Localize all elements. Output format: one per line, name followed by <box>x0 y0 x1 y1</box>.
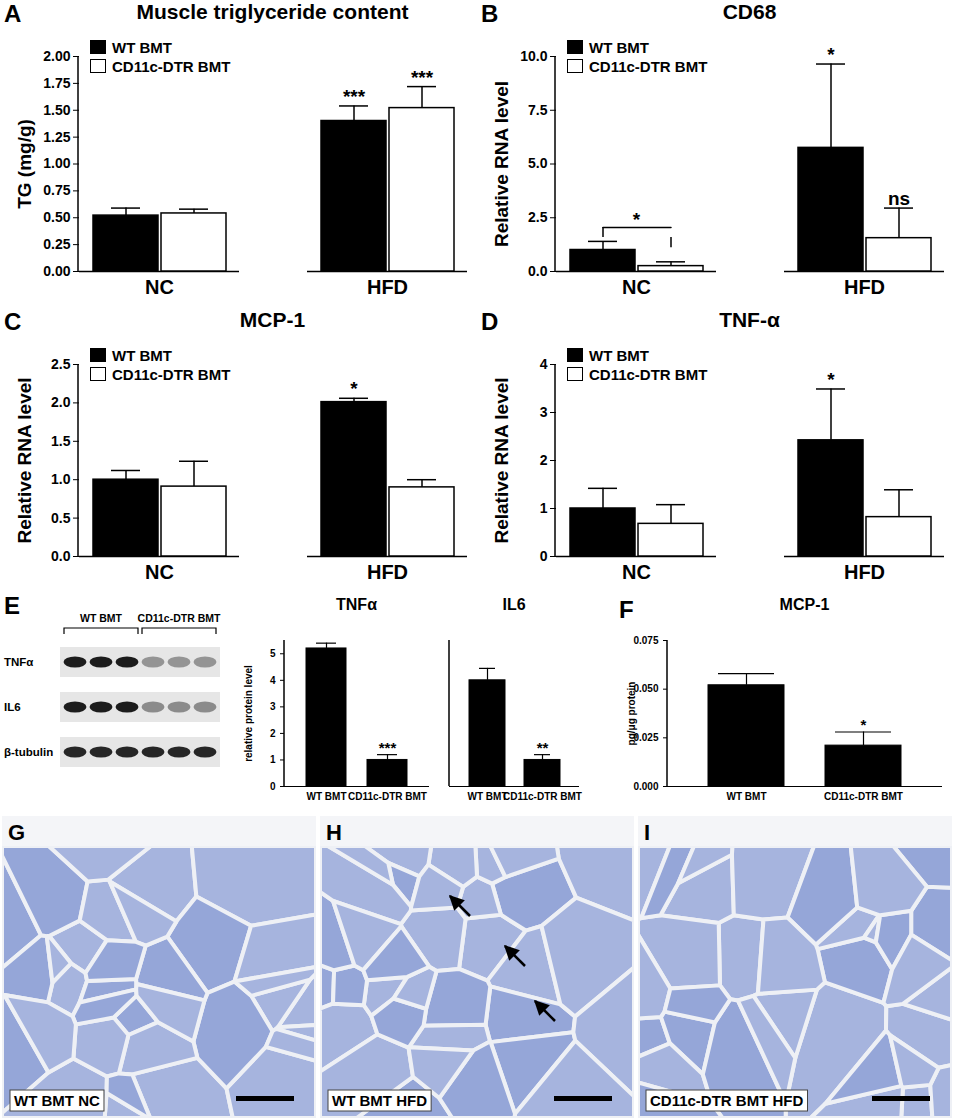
svg-text:CD11c-DTR BMT HFD: CD11c-DTR BMT HFD <box>650 1092 804 1109</box>
html-text:MCP-1: MCP-1 <box>239 308 306 331</box>
svg-text:1.25: 1.25 <box>43 129 70 145</box>
svg-text:0: 0 <box>540 548 548 564</box>
html-text:TNFα: TNFα <box>336 596 377 613</box>
html-text:CD68: CD68 <box>722 0 777 23</box>
svg-text:Relative RNA level: Relative RNA level <box>14 377 35 543</box>
svg-text:TG (mg/g): TG (mg/g) <box>14 119 35 209</box>
svg-text:ns: ns <box>888 188 910 209</box>
html-text:IL6: IL6 <box>502 596 526 613</box>
svg-text:CD11c-DTR BMT: CD11c-DTR BMT <box>138 612 221 624</box>
svg-text:I: I <box>644 820 650 845</box>
svg-text:0.0: 0.0 <box>528 263 548 279</box>
svg-text:pg/μg protein: pg/μg protein <box>626 682 637 746</box>
svg-text:2: 2 <box>540 452 548 468</box>
svg-text:0.050: 0.050 <box>633 683 658 694</box>
svg-text:1.75: 1.75 <box>43 75 70 91</box>
svg-text:CD11c-DTR BMT: CD11c-DTR BMT <box>348 791 427 802</box>
html-text:Muscle triglyceride content: Muscle triglyceride content <box>136 0 409 23</box>
svg-text:0.50: 0.50 <box>43 209 70 225</box>
html-text:WT BMT: WT BMT <box>589 347 649 364</box>
svg-text:1.00: 1.00 <box>43 155 70 171</box>
svg-text:WT BMT HFD: WT BMT HFD <box>332 1092 427 1109</box>
svg-text:NC: NC <box>145 276 174 298</box>
svg-text:0.25: 0.25 <box>43 236 70 252</box>
svg-text:TNFα: TNFα <box>4 656 33 668</box>
svg-text:WT BMT: WT BMT <box>468 791 508 802</box>
svg-text:4: 4 <box>270 675 276 686</box>
svg-text:relative protein level: relative protein level <box>243 665 254 762</box>
html-text:CD11c-DTR BMT: CD11c-DTR BMT <box>112 366 231 383</box>
svg-text:WT BMT: WT BMT <box>307 791 347 802</box>
svg-text:G: G <box>8 820 25 845</box>
svg-text:0.025: 0.025 <box>633 732 658 743</box>
svg-text:HFD: HFD <box>844 561 885 583</box>
svg-text:1.50: 1.50 <box>43 102 70 118</box>
svg-text:1: 1 <box>540 500 548 516</box>
html-text:C: C <box>4 308 22 335</box>
svg-text:WT BMT: WT BMT <box>80 612 123 624</box>
html-text:B: B <box>481 0 499 27</box>
svg-text:*: * <box>350 378 358 399</box>
svg-text:0.000: 0.000 <box>633 781 658 792</box>
svg-text:0: 0 <box>270 781 276 792</box>
svg-text:0.5: 0.5 <box>51 510 71 526</box>
svg-text:0.00: 0.00 <box>43 263 70 279</box>
svg-text:IL6: IL6 <box>4 701 21 713</box>
svg-text:*: * <box>861 716 867 733</box>
svg-text:WT BMT NC: WT BMT NC <box>14 1092 100 1109</box>
svg-text:CD11c-DTR BMT: CD11c-DTR BMT <box>824 791 903 802</box>
svg-text:0.75: 0.75 <box>43 182 70 198</box>
svg-text:2.5: 2.5 <box>528 209 548 225</box>
svg-text:2.0: 2.0 <box>51 394 71 410</box>
svg-text:3: 3 <box>540 404 548 420</box>
svg-text:5.0: 5.0 <box>528 155 548 171</box>
svg-text:2.5: 2.5 <box>51 356 71 372</box>
html-text:MCP-1: MCP-1 <box>779 596 830 613</box>
svg-text:2: 2 <box>270 728 276 739</box>
html-text:E: E <box>4 592 20 619</box>
svg-text:7.5: 7.5 <box>528 102 548 118</box>
svg-text:0.0: 0.0 <box>51 548 71 564</box>
html-text:CD11c-DTR BMT: CD11c-DTR BMT <box>112 58 231 75</box>
svg-text:***: *** <box>379 739 397 756</box>
svg-text:CD11c-DTR BMT: CD11c-DTR BMT <box>503 791 582 802</box>
svg-text:4: 4 <box>540 356 548 372</box>
svg-text:HFD: HFD <box>367 561 408 583</box>
svg-text:HFD: HFD <box>367 276 408 298</box>
svg-text:***: *** <box>411 67 434 88</box>
svg-text:β-tubulin: β-tubulin <box>4 746 53 758</box>
svg-text:3: 3 <box>270 701 276 712</box>
svg-text:10.0: 10.0 <box>520 48 547 64</box>
svg-text:***: *** <box>343 86 366 107</box>
svg-text:1.0: 1.0 <box>51 471 71 487</box>
svg-text:NC: NC <box>622 276 651 298</box>
html-text:CD11c-DTR BMT: CD11c-DTR BMT <box>589 58 708 75</box>
html-text:WT BMT: WT BMT <box>112 39 172 56</box>
svg-text:Relative RNA level: Relative RNA level <box>491 81 512 247</box>
svg-text:5: 5 <box>270 648 276 659</box>
svg-text:1.5: 1.5 <box>51 433 71 449</box>
html-text:D: D <box>481 308 499 335</box>
svg-text:WT BMT: WT BMT <box>727 791 767 802</box>
html-text:F: F <box>619 596 634 623</box>
svg-text:Relative RNA level: Relative RNA level <box>491 377 512 543</box>
html-text:A: A <box>4 0 22 27</box>
svg-text:NC: NC <box>622 561 651 583</box>
svg-text:*: * <box>633 209 641 230</box>
svg-text:*: * <box>827 369 835 390</box>
html-text:TNF-α: TNF-α <box>719 308 780 331</box>
svg-text:NC: NC <box>145 561 174 583</box>
html-text:WT BMT: WT BMT <box>589 39 649 56</box>
html-text:CD11c-DTR BMT: CD11c-DTR BMT <box>589 366 708 383</box>
svg-text:0.075: 0.075 <box>633 635 658 646</box>
svg-text:**: ** <box>537 739 549 756</box>
svg-text:HFD: HFD <box>844 276 885 298</box>
svg-text:H: H <box>326 820 342 845</box>
html-text:WT BMT: WT BMT <box>112 347 172 364</box>
svg-text:2.00: 2.00 <box>43 48 70 64</box>
svg-text:*: * <box>827 44 835 65</box>
svg-text:1: 1 <box>270 754 276 765</box>
